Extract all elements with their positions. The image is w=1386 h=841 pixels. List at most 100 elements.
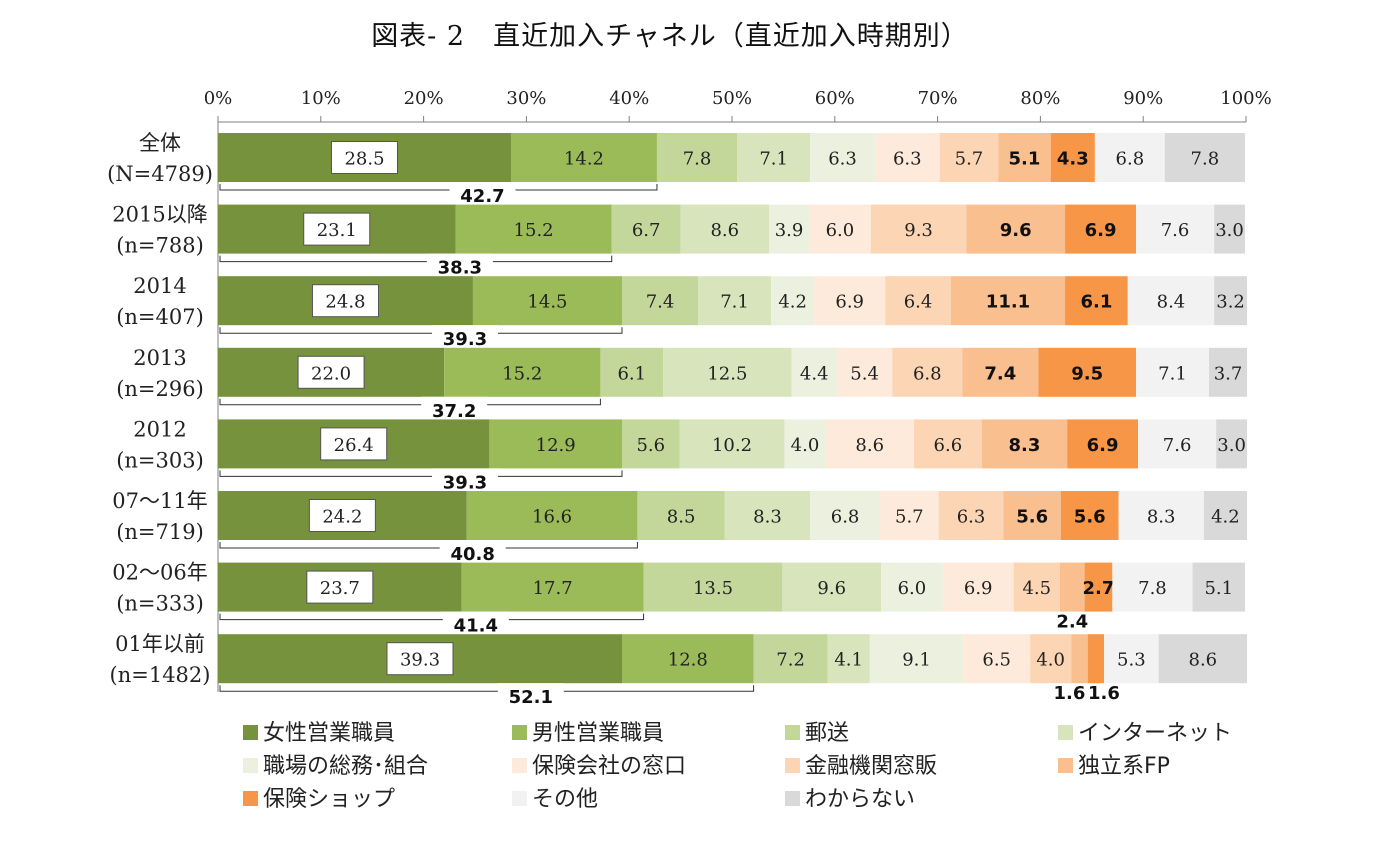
bar-segment xyxy=(1087,634,1105,684)
bar-segment xyxy=(656,133,738,182)
bar-segment xyxy=(1127,276,1215,326)
bar-segment xyxy=(1208,347,1248,397)
data-label: 10.2 xyxy=(712,435,752,456)
data-label: 8.3 xyxy=(753,507,782,528)
bar-segment xyxy=(1158,634,1248,684)
bar-segment xyxy=(1003,491,1061,540)
data-label: 7.1 xyxy=(759,149,788,170)
data-label-box xyxy=(306,570,374,604)
bar-segment xyxy=(1136,204,1215,254)
data-label: 6.7 xyxy=(632,220,661,241)
data-label: 22.0 xyxy=(311,363,351,384)
total-label-bg xyxy=(439,540,506,566)
data-label: 4.0 xyxy=(791,435,820,456)
legend-label: 男性営業職員 xyxy=(532,721,664,746)
data-label: 6.3 xyxy=(828,149,857,170)
bar-segment xyxy=(1216,419,1248,469)
total-label-bg xyxy=(497,683,564,710)
legend-label: 金融機関窓販 xyxy=(805,754,937,779)
data-label-box xyxy=(386,642,454,676)
legend-label: 職場の総務･組合 xyxy=(263,754,428,779)
bar-segment xyxy=(810,133,875,182)
total-bracket xyxy=(219,255,613,263)
data-label: 12.9 xyxy=(536,435,576,456)
bar-segment xyxy=(1094,133,1165,182)
total-bracket xyxy=(219,327,623,334)
legend-label: インターネット xyxy=(1078,721,1232,746)
total-label-bg xyxy=(432,325,499,352)
bar-segment xyxy=(724,491,811,540)
legend-label: 郵送 xyxy=(805,721,849,746)
bar-segment xyxy=(825,419,914,469)
total-bracket xyxy=(219,470,623,477)
category-sublabel: (n=407) xyxy=(116,305,204,329)
bar-segment xyxy=(1192,562,1245,612)
data-label: 6.9 xyxy=(1087,435,1119,456)
bar-segment xyxy=(643,562,783,612)
total-label-bg xyxy=(432,468,499,495)
data-label: 9.1 xyxy=(902,650,931,671)
legend-swatch xyxy=(785,758,800,773)
data-label: 7.6 xyxy=(1161,220,1190,241)
data-label: 5.7 xyxy=(955,149,984,170)
bar-segment xyxy=(1164,133,1245,182)
data-label: 5.1 xyxy=(1204,578,1233,599)
legend-label: わからない xyxy=(805,787,915,812)
bar-segment xyxy=(611,204,681,254)
bar-segment xyxy=(1104,634,1159,684)
total-label-bg xyxy=(421,396,488,423)
bar-segment xyxy=(1067,419,1139,469)
total-label-bg xyxy=(426,253,493,280)
data-label: 4.3 xyxy=(1057,149,1089,170)
x-tick-label: 90% xyxy=(1123,88,1163,109)
data-label: 8.4 xyxy=(1157,292,1186,313)
category-label: 2015以降 xyxy=(112,203,207,227)
data-label: 7.1 xyxy=(1158,363,1187,384)
bar-segment xyxy=(769,204,810,254)
legend-swatch xyxy=(243,758,258,773)
data-label: 6.3 xyxy=(893,149,922,170)
data-label: 7.8 xyxy=(683,149,712,170)
total-label-bg xyxy=(449,182,516,208)
bar-segment xyxy=(836,347,893,397)
legend-label: 独立系FP xyxy=(1078,754,1170,779)
data-label-outside: 2.4 xyxy=(1056,612,1088,633)
bar-segment xyxy=(809,204,871,254)
data-label-box xyxy=(311,284,379,318)
data-label: 6.9 xyxy=(1085,220,1117,241)
bar-segment xyxy=(874,133,940,182)
data-label: 7.6 xyxy=(1163,435,1192,456)
data-label: 3.0 xyxy=(1217,435,1246,456)
total-label: 39.3 xyxy=(443,472,487,493)
data-label: 4.5 xyxy=(1022,578,1051,599)
bar-segment xyxy=(892,347,963,397)
bar-segment xyxy=(771,276,815,326)
data-label-box xyxy=(308,499,376,532)
data-label-box xyxy=(330,141,398,174)
legend-label: その他 xyxy=(532,787,598,812)
category-label: 全体 xyxy=(139,131,181,155)
legend-swatch xyxy=(243,725,258,740)
chart-title: 図表- 2 直近加入チャネル（直近加入時期別） xyxy=(371,21,969,52)
bar-segment xyxy=(1065,204,1137,254)
data-label: 7.4 xyxy=(984,363,1016,384)
data-label: 3.9 xyxy=(775,220,804,241)
data-label: 6.9 xyxy=(964,578,993,599)
data-label: 12.5 xyxy=(707,363,747,384)
data-label: 4.2 xyxy=(778,292,807,313)
bar-segment xyxy=(950,276,1066,326)
data-label-outside: 1.6 xyxy=(1088,683,1120,704)
legend-swatch xyxy=(512,725,527,740)
total-label: 39.3 xyxy=(443,329,487,350)
data-label: 5.6 xyxy=(1016,507,1048,528)
data-label: 4.4 xyxy=(800,363,829,384)
data-label: 7.1 xyxy=(720,292,749,313)
bar-segment xyxy=(881,562,943,612)
total-label: 40.8 xyxy=(451,544,495,565)
legend-label: 女性営業職員 xyxy=(263,721,395,746)
data-label: 9.3 xyxy=(904,220,933,241)
data-label: 6.8 xyxy=(831,507,860,528)
bar-segment xyxy=(455,204,612,254)
